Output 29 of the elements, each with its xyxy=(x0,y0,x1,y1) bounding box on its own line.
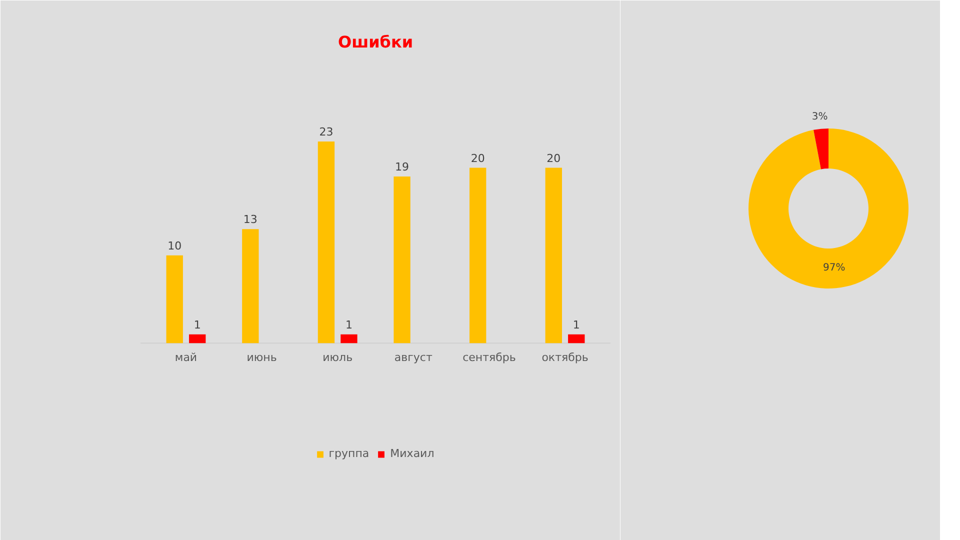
bar xyxy=(470,168,486,344)
data-label: 1 xyxy=(345,318,352,332)
data-label: 97% xyxy=(823,262,846,274)
data-label: 1 xyxy=(572,318,580,332)
bar xyxy=(166,255,183,344)
x-tick-label: июнь xyxy=(246,351,277,364)
bar xyxy=(394,176,410,344)
bar xyxy=(189,334,206,344)
data-label: 10 xyxy=(168,239,182,252)
bar xyxy=(242,229,259,344)
x-tick-label: июль xyxy=(322,351,353,364)
data-label: 23 xyxy=(319,125,334,138)
legend-label: группа xyxy=(328,447,370,460)
bar xyxy=(340,334,358,344)
bar xyxy=(568,334,585,344)
data-label: 20 xyxy=(470,152,485,165)
x-tick-label: май xyxy=(174,351,198,364)
bar xyxy=(318,141,335,344)
chart-title: Ошибки xyxy=(338,32,414,52)
bar xyxy=(545,168,562,344)
x-tick-label: сентябрь xyxy=(462,351,516,364)
data-label: 20 xyxy=(546,152,561,165)
legend-label: Михаил xyxy=(390,447,434,460)
x-tick-label: октябрь xyxy=(542,351,588,364)
data-label: 19 xyxy=(395,160,410,174)
x-tick-label: август xyxy=(394,351,433,364)
data-label: 3% xyxy=(812,111,828,122)
data-label: 13 xyxy=(243,213,258,226)
data-label: 1 xyxy=(194,318,201,332)
